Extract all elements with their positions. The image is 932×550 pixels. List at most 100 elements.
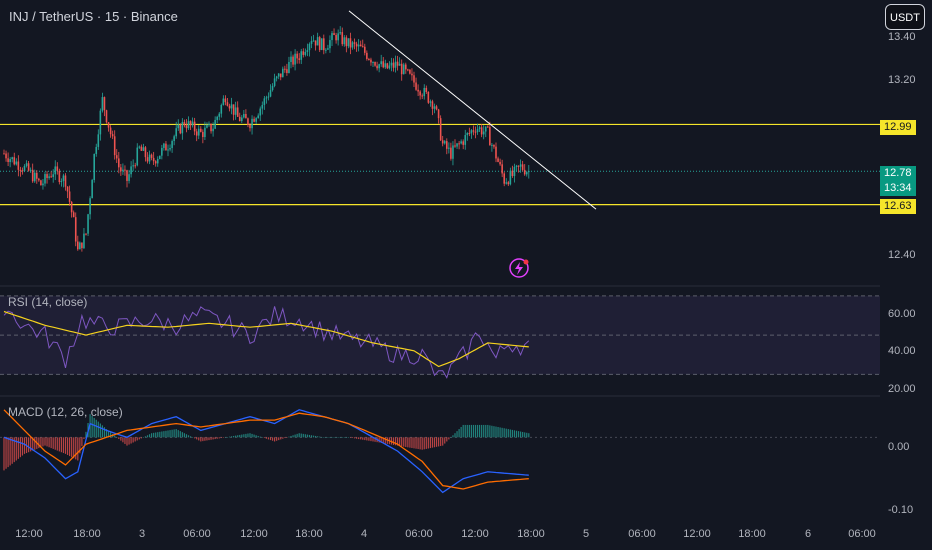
- macd-histogram-bar: [198, 437, 200, 441]
- macd-histogram-bar: [263, 437, 265, 439]
- macd-histogram-bar: [15, 437, 17, 461]
- candle-body: [136, 147, 139, 166]
- candle-body: [480, 127, 483, 135]
- candle-body: [247, 118, 249, 125]
- candle-body: [400, 63, 403, 75]
- candle-body: [267, 96, 270, 98]
- candle-body: [325, 49, 327, 51]
- macd-histogram-bar: [417, 437, 419, 450]
- candle-body: [441, 140, 444, 144]
- macd-histogram-bar: [431, 437, 434, 448]
- candle-body: [435, 106, 438, 110]
- candle-body: [456, 143, 458, 147]
- candle-body: [364, 46, 366, 53]
- candle-body: [66, 186, 69, 192]
- macd-histogram-bar: [126, 437, 128, 446]
- candle-body: [204, 127, 206, 138]
- candle-body: [339, 32, 341, 34]
- candle-body: [484, 126, 487, 132]
- macd-histogram-bar: [105, 429, 108, 438]
- candle-body: [253, 118, 255, 122]
- macd-histogram-bar: [284, 437, 286, 439]
- rsi-label[interactable]: RSI (14, close): [8, 295, 88, 309]
- macd-histogram-bar: [230, 436, 233, 438]
- macd-histogram-bar: [271, 437, 274, 441]
- macd-histogram-bar: [394, 437, 397, 446]
- candle-body: [103, 97, 106, 111]
- candle-body: [507, 182, 510, 185]
- macd-histogram-bar: [144, 436, 147, 438]
- macd-histogram-bar: [331, 437, 333, 438]
- macd-histogram-bar: [503, 428, 505, 438]
- rsi-tick: 60.00: [888, 308, 916, 320]
- macd-histogram-bar: [48, 437, 50, 448]
- candle-body: [476, 129, 479, 133]
- macd-histogram-bar: [206, 437, 208, 441]
- candle-body: [288, 62, 290, 74]
- currency-button[interactable]: USDT: [885, 4, 925, 30]
- support-price-tag[interactable]: 12.63: [880, 199, 916, 214]
- candle-body: [122, 169, 124, 172]
- macd-histogram-bar: [452, 435, 454, 438]
- candle-body: [407, 69, 409, 71]
- resistance-price-tag[interactable]: 12.99: [880, 120, 916, 135]
- candle-body: [56, 166, 59, 171]
- candle-body: [353, 42, 356, 44]
- time-tick: 18:00: [738, 528, 766, 540]
- macd-histogram-bar: [148, 434, 151, 438]
- candle-body: [175, 128, 177, 137]
- macd-histogram-bar: [243, 434, 245, 438]
- candle-body: [79, 242, 81, 250]
- macd-histogram-bar: [296, 433, 298, 438]
- macd-histogram-bar: [212, 437, 214, 440]
- candle-body: [241, 117, 243, 122]
- rsi-line: [3, 306, 530, 379]
- time-tick: 5: [582, 528, 590, 540]
- macd-tick: 0.00: [888, 441, 910, 453]
- candle-body: [140, 146, 143, 151]
- candle-body: [472, 130, 475, 132]
- macd-histogram-bar: [169, 430, 171, 438]
- symbol-title[interactable]: INJ / TetherUS · 15 · Binance: [9, 9, 178, 24]
- macd-histogram-bar: [325, 437, 327, 438]
- candle-body: [489, 127, 491, 146]
- candle-body: [431, 101, 434, 109]
- macd-histogram-bar: [138, 437, 140, 440]
- macd-histogram-bar: [442, 437, 444, 446]
- candle-body: [87, 214, 89, 234]
- candle-body: [13, 157, 16, 165]
- time-tick: 12:00: [461, 528, 489, 540]
- macd-histogram-bar: [23, 437, 26, 454]
- candle-body: [331, 33, 333, 41]
- candle-body: [292, 56, 294, 65]
- price-tick: 13.40: [888, 31, 916, 43]
- macd-histogram-bar: [187, 435, 190, 438]
- candle-body: [519, 164, 522, 167]
- macd-histogram-bar: [130, 437, 132, 444]
- price-tick: 13.20: [888, 74, 916, 86]
- candle-body: [345, 37, 348, 47]
- candle-body: [277, 73, 280, 77]
- macd-histogram-bar: [489, 425, 491, 438]
- macd-label[interactable]: MACD (12, 26, close): [8, 405, 123, 419]
- candle-body: [179, 124, 182, 134]
- candle-body: [470, 130, 473, 134]
- macd-histogram-bar: [151, 433, 153, 438]
- macd-histogram-bar: [196, 437, 198, 440]
- macd-histogram-bar: [200, 437, 202, 442]
- candle-body: [200, 128, 202, 132]
- macd-histogram-bar: [278, 437, 280, 441]
- candle-body: [355, 43, 358, 47]
- candle-body: [228, 105, 231, 109]
- macd-histogram-bar: [75, 437, 77, 460]
- macd-histogram-bar: [339, 437, 341, 438]
- candle-body: [437, 109, 440, 119]
- candle-body: [171, 141, 173, 149]
- macd-histogram-bar: [327, 437, 329, 438]
- candle-body: [515, 165, 518, 167]
- macd-histogram-bar: [356, 437, 358, 439]
- macd-histogram-bar: [337, 437, 339, 438]
- candle-body: [376, 65, 378, 69]
